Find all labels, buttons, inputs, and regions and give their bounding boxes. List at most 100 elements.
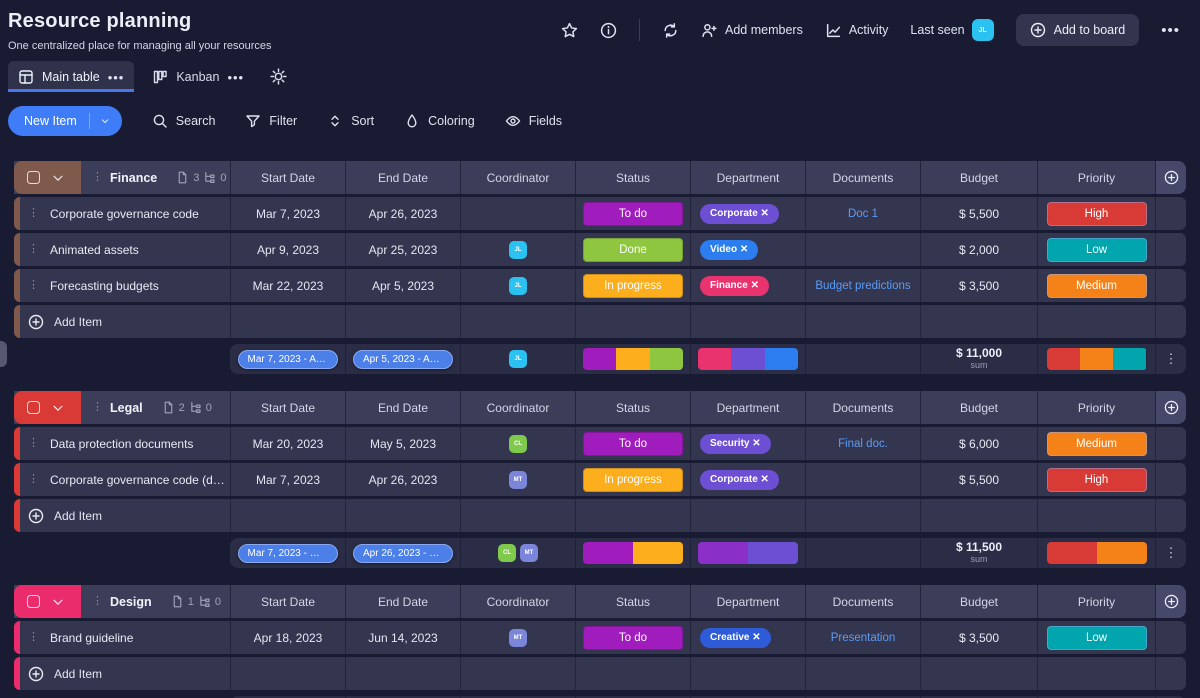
status-cell[interactable]: Done (575, 233, 690, 266)
priority-distribution-bar[interactable] (1046, 348, 1147, 370)
table-row[interactable]: ⋮ Brand guideline Apr 18, 2023 Jun 14, 20… (14, 621, 1186, 654)
column-header-end-date[interactable]: End Date (345, 161, 460, 194)
coordinator-cell[interactable] (460, 197, 575, 230)
drag-handle-icon[interactable]: ⋮ (28, 243, 39, 255)
priority-cell[interactable]: High (1037, 197, 1155, 230)
avatar[interactable]: JL (509, 240, 527, 259)
priority-pill[interactable]: Medium (1046, 431, 1147, 456)
avatar[interactable]: CL (498, 544, 516, 562)
priority-distribution-bar[interactable] (1046, 542, 1147, 564)
sort-button[interactable]: Sort (327, 113, 374, 129)
documents-cell[interactable]: Final doc. (805, 427, 920, 460)
status-pill[interactable]: To do (583, 201, 683, 226)
department-pill[interactable]: Video ✕ (700, 239, 759, 260)
left-edge-handle[interactable] (0, 341, 7, 367)
status-pill[interactable]: In progress (583, 467, 683, 492)
start-date-cell[interactable]: Mar 7, 2023 (230, 463, 345, 496)
start-date-cell[interactable]: Mar 22, 2023 (230, 269, 345, 302)
group-select-checkbox[interactable] (27, 595, 40, 608)
tab-main-table[interactable]: Main table ••• (8, 61, 135, 92)
board-menu-icon[interactable]: ••• (1161, 21, 1180, 39)
fields-button[interactable]: Fields (505, 113, 562, 129)
start-date-cell[interactable]: Apr 18, 2023 (230, 621, 345, 654)
document-link[interactable]: Final doc. (838, 437, 888, 450)
table-row[interactable]: ⋮ Corporate governance code (dupl... Mar … (14, 463, 1186, 496)
documents-cell[interactable] (805, 233, 920, 266)
item-name[interactable]: Data protection documents (50, 436, 194, 451)
add-to-board-button[interactable]: Add to board (1015, 14, 1140, 46)
column-header-budget[interactable]: Budget (920, 161, 1037, 194)
avatar[interactable]: MT (520, 544, 538, 562)
column-header-end-date[interactable]: End Date (345, 585, 460, 618)
column-header-budget[interactable]: Budget (920, 585, 1037, 618)
avatar[interactable]: MT (509, 628, 527, 647)
drag-handle-icon[interactable]: ⋮ (92, 595, 103, 607)
coordinator-cell[interactable]: MT (460, 463, 575, 496)
coordinator-cell[interactable]: MT (460, 621, 575, 654)
column-header-priority[interactable]: Priority (1037, 585, 1155, 618)
department-distribution-bar[interactable] (698, 542, 798, 564)
drag-handle-icon[interactable]: ⋮ (28, 437, 39, 449)
avatar[interactable]: JL (509, 350, 527, 368)
priority-cell[interactable]: Medium (1037, 427, 1155, 460)
priority-pill[interactable]: High (1046, 467, 1147, 492)
item-name[interactable]: Brand guideline (50, 630, 134, 645)
group-collapse-chevron-icon[interactable] (51, 171, 65, 185)
main-table-tab-menu-icon[interactable]: ••• (107, 69, 125, 85)
column-header-start-date[interactable]: Start Date (230, 585, 345, 618)
priority-pill[interactable]: High (1046, 201, 1147, 226)
column-header-priority[interactable]: Priority (1037, 161, 1155, 194)
column-header-budget[interactable]: Budget (920, 391, 1037, 424)
budget-cell[interactable]: $ 6,000 (920, 427, 1037, 460)
group-collapse-chevron-icon[interactable] (51, 595, 65, 609)
group-name[interactable]: Finance (110, 170, 158, 185)
drag-handle-icon[interactable]: ⋮ (92, 401, 103, 413)
avatar[interactable]: CL (509, 434, 527, 453)
last-seen[interactable]: Last seen JL (910, 19, 994, 41)
coloring-button[interactable]: Coloring (404, 113, 475, 129)
end-date-cell[interactable]: Apr 26, 2023 (345, 197, 460, 230)
budget-cell[interactable]: $ 2,000 (920, 233, 1037, 266)
budget-cell[interactable]: $ 5,500 (920, 197, 1037, 230)
status-cell[interactable]: To do (575, 197, 690, 230)
documents-cell[interactable]: Presentation (805, 621, 920, 654)
end-date-cell[interactable]: Apr 5, 2023 (345, 269, 460, 302)
department-cell[interactable]: Corporate ✕ (690, 463, 805, 496)
department-cell[interactable]: Security ✕ (690, 427, 805, 460)
status-distribution-bar[interactable] (583, 348, 683, 370)
end-date-range-pill[interactable]: Apr 26, 2023 - Ma... (353, 543, 453, 563)
drag-handle-icon[interactable]: ⋮ (28, 207, 39, 219)
add-item-row[interactable]: Add Item (14, 305, 1186, 338)
status-pill[interactable]: To do (583, 625, 683, 650)
status-pill[interactable]: To do (583, 431, 683, 456)
group-name[interactable]: Legal (110, 400, 143, 415)
favorite-star-icon[interactable] (561, 22, 578, 39)
department-pill[interactable]: Security ✕ (700, 433, 771, 454)
group-name[interactable]: Design (110, 594, 152, 609)
documents-cell[interactable] (805, 463, 920, 496)
column-header-coordinator[interactable]: Coordinator (460, 391, 575, 424)
document-link[interactable]: Budget predictions (815, 279, 911, 292)
column-header-start-date[interactable]: Start Date (230, 161, 345, 194)
priority-cell[interactable]: Low (1037, 233, 1155, 266)
end-date-cell[interactable]: May 5, 2023 (345, 427, 460, 460)
department-pill[interactable]: Creative ✕ (700, 627, 771, 648)
department-cell[interactable]: Video ✕ (690, 233, 805, 266)
priority-cell[interactable]: High (1037, 463, 1155, 496)
avatar[interactable]: MT (509, 470, 527, 489)
start-date-cell[interactable]: Mar 7, 2023 (230, 197, 345, 230)
priority-cell[interactable]: Low (1037, 621, 1155, 654)
views-settings-gear-icon[interactable] (270, 68, 287, 85)
table-row[interactable]: ⋮ Animated assets Apr 9, 2023 Apr 25, 202… (14, 233, 1186, 266)
end-date-range-pill[interactable]: Apr 5, 2023 - Apr ... (353, 349, 453, 369)
priority-cell[interactable]: Medium (1037, 269, 1155, 302)
kanban-tab-menu-icon[interactable]: ••• (227, 69, 245, 85)
department-pill[interactable]: Finance ✕ (700, 275, 769, 296)
column-header-coordinator[interactable]: Coordinator (460, 161, 575, 194)
document-link[interactable]: Doc 1 (847, 207, 879, 220)
status-cell[interactable]: In progress (575, 463, 690, 496)
table-row[interactable]: ⋮ Corporate governance code Mar 7, 2023 A… (14, 197, 1186, 230)
item-name[interactable]: Corporate governance code (50, 206, 199, 221)
status-pill[interactable]: In progress (583, 273, 683, 298)
budget-cell[interactable]: $ 3,500 (920, 621, 1037, 654)
